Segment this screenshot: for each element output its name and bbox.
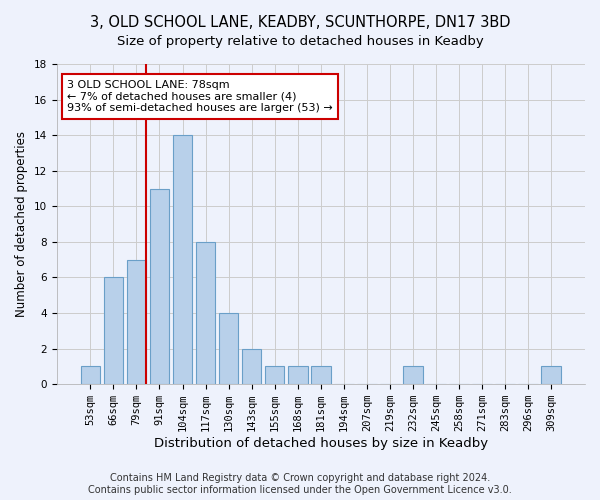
Y-axis label: Number of detached properties: Number of detached properties (15, 131, 28, 317)
X-axis label: Distribution of detached houses by size in Keadby: Distribution of detached houses by size … (154, 437, 488, 450)
Bar (104, 278, 123, 384)
Bar (80, 366, 100, 384)
Text: Contains HM Land Registry data © Crown copyright and database right 2024.
Contai: Contains HM Land Registry data © Crown c… (88, 474, 512, 495)
Bar (242, 348, 262, 384)
Bar (219, 313, 238, 384)
Text: 3, OLD SCHOOL LANE, KEADBY, SCUNTHORPE, DN17 3BD: 3, OLD SCHOOL LANE, KEADBY, SCUNTHORPE, … (90, 15, 510, 30)
Bar (173, 135, 193, 384)
Bar (288, 366, 308, 384)
Bar (127, 260, 146, 384)
Bar (265, 366, 284, 384)
Bar (541, 366, 561, 384)
Bar (403, 366, 423, 384)
Bar (196, 242, 215, 384)
Text: Size of property relative to detached houses in Keadby: Size of property relative to detached ho… (116, 35, 484, 48)
Bar (311, 366, 331, 384)
Bar (149, 188, 169, 384)
Text: 3 OLD SCHOOL LANE: 78sqm
← 7% of detached houses are smaller (4)
93% of semi-det: 3 OLD SCHOOL LANE: 78sqm ← 7% of detache… (67, 80, 333, 113)
